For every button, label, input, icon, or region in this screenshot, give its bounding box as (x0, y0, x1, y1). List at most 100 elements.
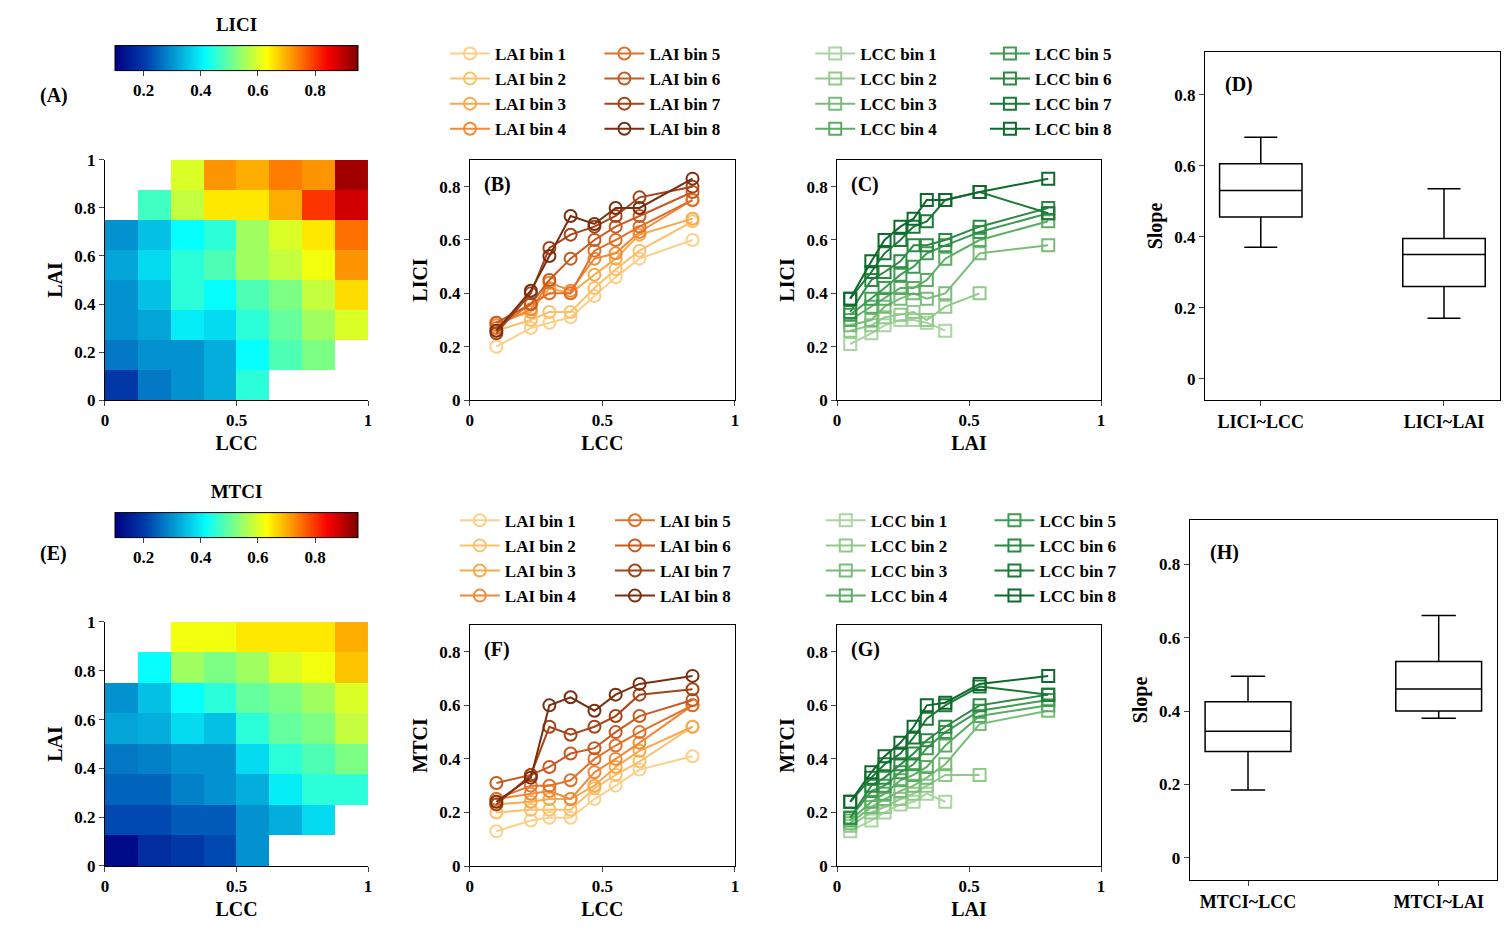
svg-text:LCC bin 6: LCC bin 6 (1039, 537, 1116, 556)
svg-text:LICI~LCC: LICI~LCC (1218, 412, 1304, 432)
svg-text:0.8: 0.8 (439, 643, 460, 662)
svg-text:LAI bin 5: LAI bin 5 (660, 512, 731, 531)
svg-text:0: 0 (819, 391, 828, 410)
svg-text:0: 0 (1187, 370, 1196, 389)
svg-text:LCC bin 4: LCC bin 4 (860, 120, 937, 139)
svg-text:1: 1 (731, 877, 740, 896)
svg-text:LCC bin 7: LCC bin 7 (1035, 95, 1112, 114)
svg-text:0.2: 0.2 (439, 338, 460, 357)
svg-text:0.8: 0.8 (305, 81, 326, 100)
svg-text:LCC bin 5: LCC bin 5 (1039, 512, 1116, 531)
svg-text:0: 0 (101, 411, 110, 430)
svg-text:0.8: 0.8 (806, 643, 827, 662)
svg-text:0.5: 0.5 (592, 877, 613, 896)
svg-text:1: 1 (1097, 411, 1106, 430)
svg-text:1: 1 (87, 613, 96, 632)
svg-text:0.4: 0.4 (806, 750, 828, 769)
svg-text:1: 1 (364, 411, 373, 430)
svg-text:LCC bin 2: LCC bin 2 (871, 537, 948, 556)
svg-text:LAI bin 6: LAI bin 6 (660, 537, 731, 556)
svg-text:MTCI: MTCI (776, 718, 798, 773)
svg-text:0.6: 0.6 (439, 231, 460, 250)
svg-text:0: 0 (101, 877, 110, 896)
svg-text:0.6: 0.6 (806, 696, 827, 715)
svg-text:0.4: 0.4 (190, 548, 212, 567)
svg-text:0.5: 0.5 (958, 877, 979, 896)
svg-text:LCC bin 4: LCC bin 4 (871, 587, 948, 606)
svg-text:(E): (E) (40, 542, 67, 565)
svg-text:0: 0 (466, 411, 475, 430)
svg-text:(G): (G) (851, 638, 880, 661)
svg-text:LCC bin 1: LCC bin 1 (860, 45, 937, 64)
svg-text:0.2: 0.2 (1174, 299, 1195, 318)
svg-text:LAI: LAI (951, 898, 987, 920)
svg-text:0.8: 0.8 (74, 199, 95, 218)
svg-text:LCC bin 5: LCC bin 5 (1035, 45, 1112, 64)
svg-text:1: 1 (87, 151, 96, 170)
svg-text:0.6: 0.6 (806, 231, 827, 250)
svg-text:0.4: 0.4 (439, 284, 461, 303)
svg-text:0: 0 (466, 877, 475, 896)
svg-text:0.4: 0.4 (1174, 228, 1196, 247)
svg-text:0: 0 (1172, 849, 1181, 868)
svg-text:0: 0 (87, 391, 96, 410)
svg-text:LICI~LAI: LICI~LAI (1404, 412, 1484, 432)
svg-text:0.2: 0.2 (439, 803, 460, 822)
svg-text:LAI: LAI (44, 726, 66, 762)
svg-text:LCC bin 3: LCC bin 3 (871, 562, 948, 581)
svg-text:LAI bin 2: LAI bin 2 (495, 70, 566, 89)
svg-text:0.6: 0.6 (247, 81, 268, 100)
svg-text:LICI: LICI (776, 258, 798, 302)
svg-text:LAI: LAI (44, 262, 66, 298)
svg-text:MTCI: MTCI (211, 481, 263, 502)
svg-text:LCC bin 2: LCC bin 2 (860, 70, 937, 89)
svg-text:0.4: 0.4 (439, 750, 461, 769)
svg-text:LCC bin 6: LCC bin 6 (1035, 70, 1112, 89)
svg-text:1: 1 (1097, 877, 1106, 896)
svg-text:LAI bin 8: LAI bin 8 (649, 120, 720, 139)
svg-text:0.8: 0.8 (74, 662, 95, 681)
svg-text:0.2: 0.2 (806, 803, 827, 822)
svg-text:(D): (D) (1225, 73, 1253, 96)
svg-text:1: 1 (364, 877, 373, 896)
svg-text:LAI bin 2: LAI bin 2 (505, 537, 576, 556)
svg-text:0.8: 0.8 (439, 178, 460, 197)
svg-text:0.6: 0.6 (74, 247, 95, 266)
svg-text:LCC bin 8: LCC bin 8 (1035, 120, 1112, 139)
svg-text:MTCI~LCC: MTCI~LCC (1200, 892, 1296, 912)
svg-text:0.2: 0.2 (1159, 775, 1180, 794)
svg-text:Slope: Slope (1129, 677, 1152, 724)
svg-text:0.4: 0.4 (806, 284, 828, 303)
svg-text:0.4: 0.4 (74, 295, 96, 314)
svg-text:LCC: LCC (215, 432, 257, 454)
svg-text:0.2: 0.2 (74, 343, 95, 362)
svg-text:0.4: 0.4 (190, 81, 212, 100)
svg-text:0: 0 (833, 877, 842, 896)
svg-text:MTCI~LAI: MTCI~LAI (1394, 892, 1484, 912)
svg-text:LAI bin 3: LAI bin 3 (505, 562, 576, 581)
svg-text:LCC: LCC (215, 898, 257, 920)
svg-text:0: 0 (87, 857, 96, 876)
svg-text:LAI bin 7: LAI bin 7 (649, 95, 720, 114)
svg-text:0.8: 0.8 (305, 548, 326, 567)
svg-text:0: 0 (819, 857, 828, 876)
svg-text:LICI: LICI (216, 14, 257, 35)
svg-text:LAI bin 1: LAI bin 1 (505, 512, 576, 531)
svg-text:0.5: 0.5 (226, 877, 247, 896)
svg-text:(C): (C) (851, 173, 879, 196)
svg-text:0.8: 0.8 (1159, 555, 1180, 574)
svg-text:LCC bin 8: LCC bin 8 (1039, 587, 1116, 606)
svg-text:MTCI: MTCI (409, 718, 431, 773)
svg-text:LAI bin 5: LAI bin 5 (649, 45, 720, 64)
svg-text:LICI: LICI (409, 258, 431, 302)
svg-text:LAI bin 6: LAI bin 6 (649, 70, 720, 89)
svg-text:0: 0 (452, 857, 461, 876)
svg-text:LAI bin 7: LAI bin 7 (660, 562, 731, 581)
svg-text:LCC bin 7: LCC bin 7 (1039, 562, 1116, 581)
svg-text:0: 0 (452, 391, 461, 410)
svg-text:0.6: 0.6 (74, 711, 95, 730)
svg-text:LAI bin 4: LAI bin 4 (495, 120, 566, 139)
svg-text:0: 0 (833, 411, 842, 430)
svg-text:0.8: 0.8 (1174, 86, 1195, 105)
svg-text:LCC: LCC (581, 898, 623, 920)
